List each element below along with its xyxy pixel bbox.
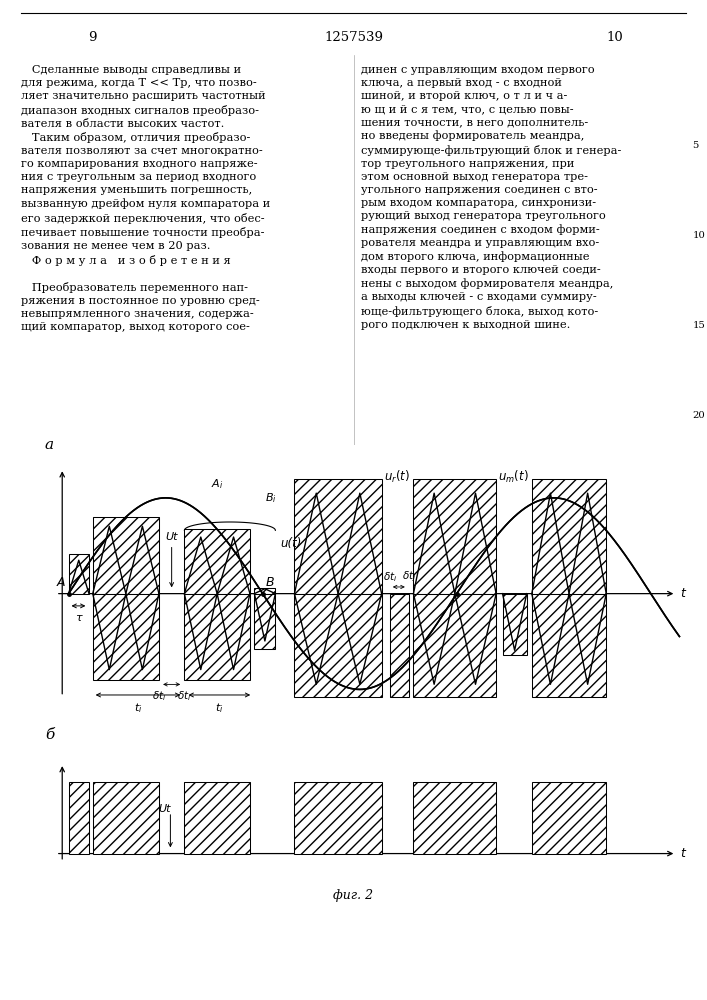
Text: 5: 5: [692, 141, 699, 150]
Bar: [93, 594, 159, 680]
Bar: [532, 594, 606, 697]
Bar: [93, 517, 159, 594]
Text: 20: 20: [692, 412, 705, 420]
Text: $u_m(t)$: $u_m(t)$: [498, 469, 529, 485]
Text: u(t): u(t): [280, 537, 301, 550]
Text: τ: τ: [75, 613, 82, 623]
Bar: [185, 529, 250, 594]
Bar: [185, 594, 250, 680]
Bar: [255, 588, 275, 594]
Bar: [294, 782, 382, 854]
Text: a: a: [45, 438, 54, 452]
Text: б: б: [45, 728, 54, 742]
Text: $t_i$: $t_i$: [215, 701, 223, 715]
Text: Сделанные выводы справедливы и
для режима, когда Т << Тр, что позво-
ляет значит: Сделанные выводы справедливы и для режим…: [21, 65, 271, 332]
Bar: [69, 554, 89, 594]
Bar: [185, 782, 250, 854]
Bar: [503, 594, 527, 655]
Bar: [294, 479, 382, 594]
Text: $\delta t_j$: $\delta t_j$: [402, 569, 416, 584]
Text: 15: 15: [692, 322, 705, 330]
Text: $\delta t_i$: $\delta t_i$: [382, 570, 397, 584]
Text: $\delta t_i$: $\delta t_i$: [177, 689, 192, 703]
Text: B: B: [266, 576, 274, 589]
Text: фиг. 2: фиг. 2: [334, 888, 373, 902]
Text: Ut: Ut: [165, 532, 178, 542]
Bar: [532, 782, 606, 854]
Bar: [414, 479, 496, 594]
Bar: [532, 479, 606, 594]
Text: 10: 10: [692, 232, 705, 240]
Text: 10: 10: [607, 31, 624, 44]
Text: $B_i$: $B_i$: [264, 491, 276, 505]
Text: 9: 9: [88, 31, 96, 44]
Bar: [414, 594, 496, 697]
Text: $\delta t_i$: $\delta t_i$: [152, 689, 166, 703]
Bar: [390, 594, 409, 697]
Text: $A_i$: $A_i$: [211, 477, 223, 491]
Text: C: C: [460, 576, 469, 589]
Text: динен с управляющим входом первого
ключа, а первый вход - с входной
шиной, и вто: динен с управляющим входом первого ключа…: [361, 65, 621, 330]
Text: 1257539: 1257539: [324, 31, 383, 44]
Text: $u_r(t)$: $u_r(t)$: [384, 469, 409, 485]
Text: A: A: [57, 576, 66, 589]
Bar: [255, 594, 275, 649]
Text: t: t: [681, 847, 686, 860]
Bar: [93, 782, 159, 854]
Text: Ut: Ut: [158, 804, 170, 814]
Text: $t_i$: $t_i$: [134, 701, 143, 715]
Bar: [414, 782, 496, 854]
Bar: [69, 782, 89, 854]
Text: t: t: [681, 587, 686, 600]
Bar: [294, 594, 382, 697]
